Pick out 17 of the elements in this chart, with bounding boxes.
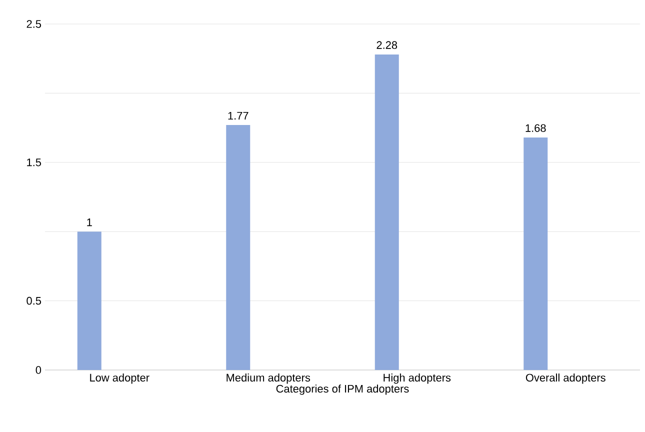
data-label: 1.77 xyxy=(228,112,248,120)
bar xyxy=(77,232,102,370)
x-tick-label: Overall adopters xyxy=(526,374,606,384)
x-axis-title: Categories of IPM adopters xyxy=(276,384,409,395)
bar xyxy=(524,137,548,370)
data-label: 1 xyxy=(87,218,92,226)
x-tick-label: Low adopter xyxy=(90,374,150,384)
x-tick-label: High adopters xyxy=(384,374,451,384)
y-tick-label: 0.5 xyxy=(26,296,42,305)
x-tick-label: Medium adopters xyxy=(226,374,310,384)
y-tick-label: 2.5 xyxy=(26,20,42,28)
bar xyxy=(226,125,250,370)
bar xyxy=(374,54,399,370)
y-tick-label: 1.5 xyxy=(27,158,42,166)
data-label: 1.68 xyxy=(526,124,546,132)
data-label: 2.28 xyxy=(376,41,398,49)
y-tick-label: 0 xyxy=(36,366,42,374)
